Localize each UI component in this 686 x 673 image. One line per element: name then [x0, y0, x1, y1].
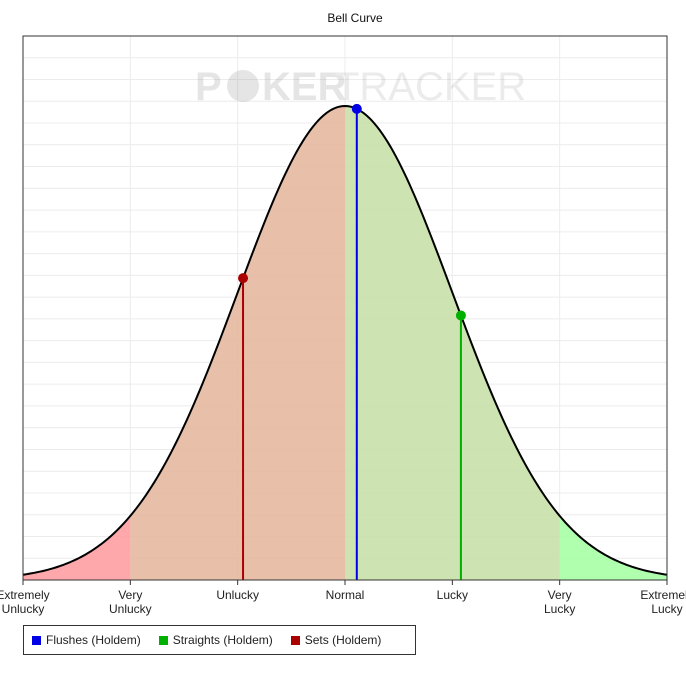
legend-item[interactable]: Straights (Holdem): [158, 633, 273, 647]
legend-label: Flushes (Holdem): [46, 633, 141, 647]
legend-label: Straights (Holdem): [172, 633, 273, 647]
luck-zone-area: [559, 515, 667, 580]
luck-zone-area: [130, 106, 345, 580]
legend-swatch: [32, 635, 41, 645]
x-tick-label: Lucky: [544, 602, 575, 616]
x-tick-label: Unlucky: [216, 588, 259, 602]
x-tick-label: Very: [118, 588, 142, 602]
series-marker-point[interactable]: [238, 273, 249, 284]
legend: Flushes (Holdem) Straights (Holdem) Sets (…: [23, 625, 416, 655]
legend-label: Sets (Holdem): [304, 633, 382, 647]
legend-swatch: [158, 635, 168, 645]
watermark-letter-p: P: [195, 65, 222, 109]
x-tick-label: Lucky: [651, 602, 682, 616]
bell-curve-line: [22, 104, 668, 576]
x-tick-label: Unlucky: [109, 602, 152, 616]
luck-zones: [23, 106, 667, 580]
series-marker-point[interactable]: [351, 103, 362, 114]
x-tick-label: Lucky: [437, 588, 468, 602]
poker-chip-icon: [227, 70, 259, 102]
chart-title: Bell Curve: [327, 11, 383, 25]
watermark-word-tracker: TRACKER: [335, 65, 526, 109]
x-tick-label: Very: [548, 588, 572, 602]
series-markers: [238, 103, 466, 580]
luck-zone-area: [345, 106, 560, 580]
x-tick-label: Unlucky: [2, 602, 45, 616]
watermark-word-ker: KER: [262, 65, 347, 109]
x-tick-label: Normal: [326, 588, 365, 602]
luck-zone-area: [23, 515, 131, 580]
x-tick-label: Extremely: [0, 588, 50, 602]
legend-item[interactable]: Flushes (Holdem): [32, 633, 141, 647]
pokertracker-watermark: P KER TRACKER: [195, 65, 526, 109]
legend-swatch: [290, 635, 300, 645]
x-tick-label: Extremely: [640, 588, 686, 602]
legend-item[interactable]: Sets (Holdem): [290, 633, 382, 647]
series-marker-point[interactable]: [455, 310, 466, 321]
